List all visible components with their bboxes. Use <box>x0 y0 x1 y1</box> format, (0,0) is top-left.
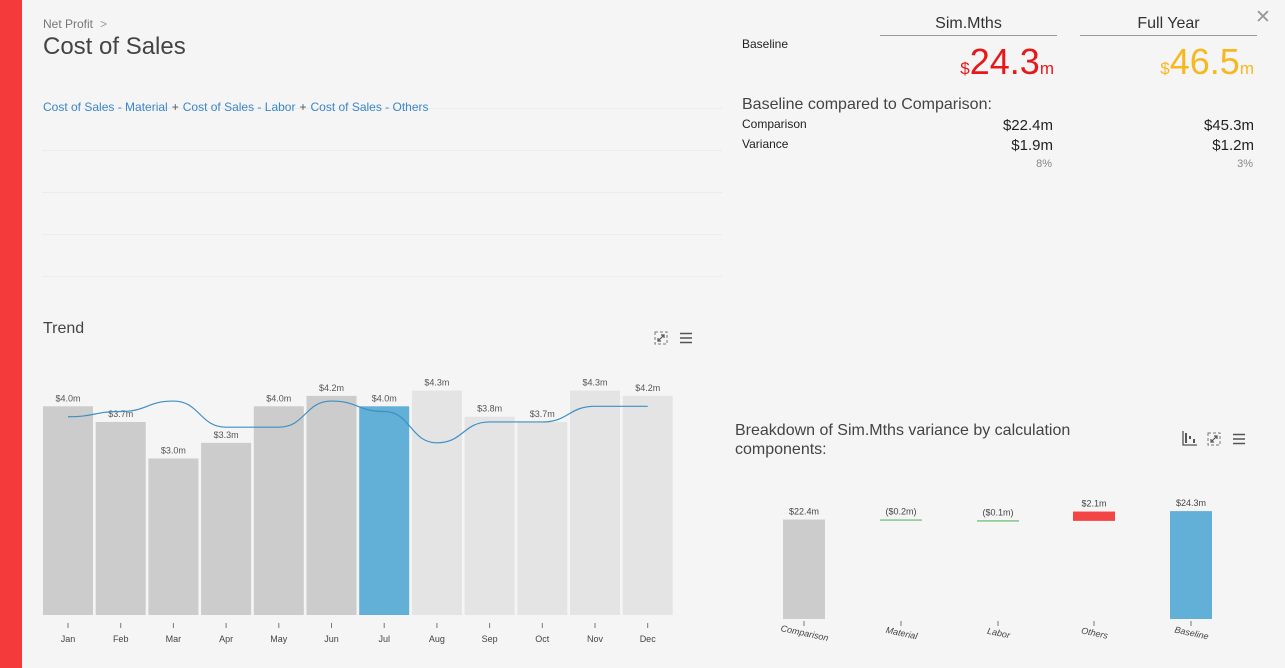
expand-icon[interactable] <box>654 331 668 345</box>
baseline-sim-mths-value: $24.3m <box>900 40 1054 91</box>
trend-bar <box>95 421 146 615</box>
trend-bar <box>464 416 515 615</box>
waterfall-bar <box>783 519 825 619</box>
ghost-divider <box>42 150 722 151</box>
x-axis-tick-label: Material <box>885 625 919 642</box>
comparison-full-year-value: $45.3m <box>1203 117 1254 134</box>
trend-bar <box>570 390 620 615</box>
waterfall-bar-label: ($0.1m) <box>982 507 1013 517</box>
link-cost-of-sales-material[interactable]: Cost of Sales - Material <box>43 100 168 114</box>
trend-bar-label: $3.7m <box>530 409 555 419</box>
currency-symbol: $ <box>1160 59 1170 78</box>
x-axis-tick-label: Labor <box>986 626 1012 641</box>
trend-bar <box>148 458 199 615</box>
x-axis-tick-label: Oct <box>535 634 550 644</box>
trend-bar-label: $3.3m <box>214 430 239 440</box>
trend-bar-label: $4.0m <box>266 393 291 403</box>
x-axis-tick-label: Jul <box>378 634 390 644</box>
trend-bar-label: $3.7m <box>108 409 133 419</box>
waterfall-bar <box>880 519 922 521</box>
breakdown-title: Breakdown of Sim.Mths variance by calcul… <box>735 422 1071 458</box>
trend-bar-label: $3.0m <box>161 445 186 455</box>
column-header-full-year: Full Year <box>1080 15 1257 36</box>
trend-bar <box>359 406 410 615</box>
expand-icon[interactable] <box>1207 432 1221 446</box>
ghost-divider <box>42 108 722 109</box>
plus-sign: + <box>171 100 179 114</box>
ghost-divider <box>42 276 722 277</box>
formula-links: Cost of Sales - Material + Cost of Sales -… <box>43 100 429 114</box>
baseline-full-year-value: $46.5m <box>1100 40 1254 91</box>
x-axis-tick-label: Jun <box>324 634 339 644</box>
x-axis-tick-label: Jan <box>61 634 76 644</box>
breakdown-chart: $22.4m Comparison ($0.2m) Material ($0.1m) La… <box>780 498 1212 643</box>
column-header-sim-mths: Sim.Mths <box>880 15 1057 36</box>
trend-bar-label: $3.8m <box>477 404 502 414</box>
x-axis-tick-label: Mar <box>166 634 182 644</box>
waterfall-bar-label: $24.3m <box>1176 498 1206 508</box>
variance-label: Variance <box>742 137 789 151</box>
trend-bar-label: $4.0m <box>55 393 80 403</box>
breadcrumb[interactable]: Net Profit > <box>43 17 107 31</box>
link-cost-of-sales-labor[interactable]: Cost of Sales - Labor <box>182 100 296 114</box>
trend-bar <box>411 390 462 615</box>
variance-sim-mths-value: $1.9m <box>1011 137 1053 154</box>
trend-bar-label: $4.3m <box>424 378 449 388</box>
x-axis-tick-label: Others <box>1080 625 1109 641</box>
x-axis-tick-label: Nov <box>587 634 604 644</box>
trend-bar-label: $4.2m <box>319 383 344 393</box>
baseline-number: 46.5 <box>1169 41 1240 82</box>
baseline-number: 24.3 <box>969 41 1040 82</box>
variance-sim-mths-percent: 8% <box>1036 158 1052 170</box>
waterfall-bar <box>977 520 1019 522</box>
close-icon[interactable]: ✕ <box>1255 7 1271 28</box>
waterfall-bar-label: $2.1m <box>1081 499 1106 509</box>
waterfall-bar-label: ($0.2m) <box>885 507 916 517</box>
ghost-divider <box>42 234 722 235</box>
trend-bar <box>622 395 673 615</box>
comparison-sim-mths-value: $22.4m <box>1002 117 1053 134</box>
plus-sign: + <box>299 100 307 114</box>
link-cost-of-sales-others[interactable]: Cost of Sales - Others <box>310 100 429 114</box>
trend-bar <box>517 421 568 615</box>
waterfall-bar-label: $22.4m <box>789 507 819 517</box>
baseline-label: Baseline <box>742 37 789 51</box>
breadcrumb-net-profit[interactable]: Net Profit <box>43 17 94 31</box>
waterfall-bar <box>1073 511 1115 521</box>
unit-suffix: m <box>1239 59 1254 78</box>
x-axis-tick-label: Baseline <box>1174 625 1210 642</box>
trend-bar <box>43 406 93 615</box>
menu-icon[interactable] <box>1232 432 1246 446</box>
x-axis-tick-label: Sep <box>482 634 498 644</box>
currency-symbol: $ <box>960 59 970 78</box>
trend-bar-label: $4.2m <box>635 383 660 393</box>
chevron-right-icon: > <box>100 17 108 31</box>
variance-full-year-value: $1.2m <box>1212 137 1254 154</box>
ghost-divider <box>42 192 722 193</box>
page-title: Cost of Sales <box>43 33 186 60</box>
variance-full-year-percent: 3% <box>1237 158 1253 170</box>
trend-series-line <box>67 400 648 444</box>
x-axis-tick-label: Dec <box>640 634 657 644</box>
trend-bar <box>253 406 304 615</box>
x-axis-tick-label: Aug <box>429 634 445 644</box>
x-axis-tick-label: Feb <box>113 634 129 644</box>
menu-icon[interactable] <box>679 331 693 345</box>
waterfall-bar <box>1170 511 1212 619</box>
x-axis-tick-label: May <box>270 634 288 644</box>
waterfall-chart-icon[interactable] <box>1182 430 1198 446</box>
x-axis-tick-label: Comparison <box>780 623 830 643</box>
trend-chart: $4.0m Jan $3.7m Feb $3.0m Mar $3.3m Apr $4.0m May… <box>43 378 673 644</box>
trend-bar <box>306 395 357 615</box>
x-axis-tick-label: Apr <box>219 634 233 644</box>
comparison-label: Comparison <box>742 117 807 131</box>
comparison-heading: Baseline compared to Comparison: <box>742 96 992 113</box>
trend-title: Trend <box>43 320 85 337</box>
side-accent-bar <box>0 0 22 668</box>
trend-bar <box>201 442 252 615</box>
unit-suffix: m <box>1039 59 1054 78</box>
trend-bar-label: $4.0m <box>372 393 397 403</box>
trend-bar-label: $4.3m <box>582 378 607 388</box>
